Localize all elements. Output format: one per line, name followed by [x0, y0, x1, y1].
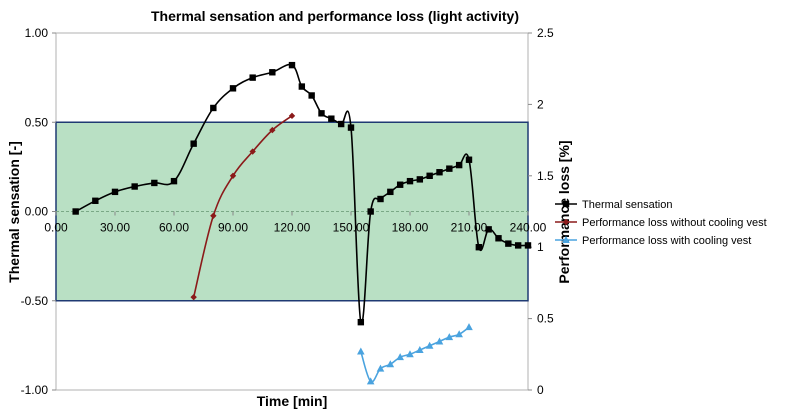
- y2-tick-label: 1.5: [537, 169, 554, 183]
- data-point: [72, 208, 79, 215]
- y-axis-label: Thermal sensation [-]: [6, 141, 22, 283]
- data-point: [495, 235, 502, 242]
- y2-tick-label: 2.5: [537, 26, 554, 40]
- x-tick-label: 120.00: [274, 221, 311, 235]
- data-point: [337, 120, 345, 128]
- data-point: [416, 346, 424, 354]
- x-tick-label: 240.00: [510, 221, 547, 235]
- x-tick-label: 180.00: [392, 221, 429, 235]
- y-tick-label: 1.00: [25, 26, 49, 40]
- data-point: [435, 337, 444, 345]
- data-point: [347, 124, 355, 131]
- data-point: [298, 83, 306, 90]
- y-tick-label: -1.00: [21, 383, 49, 397]
- data-point: [357, 347, 365, 355]
- data-point: [396, 353, 404, 361]
- data-point: [446, 165, 453, 172]
- x-tick-label: 30.00: [100, 221, 130, 235]
- data-point: [269, 69, 276, 76]
- legend-marker: [562, 236, 570, 243]
- y-tick-label: 0.50: [25, 115, 49, 129]
- legend-label: Performance loss without cooling vest: [582, 217, 767, 229]
- data-point: [445, 333, 454, 341]
- data-point: [170, 177, 178, 185]
- chart-title: Thermal sensation and performance loss (…: [151, 8, 519, 24]
- data-point: [475, 244, 483, 251]
- data-point: [249, 148, 256, 155]
- data-point: [288, 61, 296, 69]
- axes-ticks: 1.000.500.00-0.50-1.002.521.510.500.00 30…: [21, 26, 554, 397]
- y2-tick-label: 0.5: [537, 312, 554, 326]
- data-point: [367, 208, 374, 215]
- y2-axis-label: Performance loss [%]: [556, 140, 572, 283]
- data-point: [210, 212, 217, 219]
- data-point: [514, 242, 522, 249]
- y-tick-label: -0.50: [21, 294, 49, 308]
- x-tick-label: 150.00: [333, 221, 370, 235]
- data-point: [190, 293, 197, 301]
- data-point: [387, 188, 394, 196]
- data-point: [396, 181, 404, 188]
- y2-tick-label: 2: [537, 97, 544, 111]
- legend-item: Performance loss with cooling vest: [555, 235, 751, 247]
- series-layer: [72, 61, 532, 385]
- data-point: [465, 323, 473, 331]
- data-point: [455, 330, 463, 338]
- data-point: [229, 172, 237, 179]
- legend-marker: [562, 218, 570, 226]
- x-axis-label: Time [min]: [257, 393, 328, 409]
- data-point: [386, 360, 395, 368]
- legend-item: Thermal sensation: [555, 199, 673, 211]
- series-3: [357, 323, 473, 385]
- data-point: [111, 188, 119, 196]
- data-point: [505, 240, 512, 247]
- data-point: [376, 364, 385, 372]
- data-point: [406, 177, 414, 185]
- data-point: [406, 350, 414, 358]
- legend-label: Performance loss with cooling vest: [582, 235, 751, 247]
- data-point: [377, 195, 384, 203]
- data-point: [190, 140, 197, 147]
- data-point: [328, 115, 335, 122]
- x-tick-label: 210.00: [451, 221, 488, 235]
- data-point: [416, 176, 424, 183]
- series-1: [72, 61, 532, 326]
- data-point: [269, 126, 276, 134]
- y2-tick-label: 1: [537, 240, 544, 254]
- data-point: [426, 172, 433, 179]
- series-2: [190, 112, 296, 301]
- data-point: [229, 85, 237, 92]
- legend-item: Performance loss without cooling vest: [555, 217, 767, 229]
- data-point: [288, 112, 296, 120]
- data-point: [151, 179, 158, 187]
- x-tick-label: 60.00: [159, 221, 189, 235]
- data-point: [455, 161, 463, 169]
- x-tick-label: 0.00: [44, 221, 68, 235]
- y-tick-label: 0.00: [25, 205, 49, 219]
- data-point: [308, 92, 315, 99]
- data-point: [436, 169, 443, 176]
- data-point: [92, 197, 99, 204]
- y2-tick-label: 0: [537, 383, 544, 397]
- legend-label: Thermal sensation: [582, 199, 673, 211]
- data-point: [425, 341, 434, 349]
- x-tick-label: 90.00: [218, 221, 248, 235]
- data-point: [249, 74, 256, 81]
- data-point: [131, 183, 138, 190]
- data-point: [524, 242, 532, 249]
- data-point: [485, 226, 492, 233]
- data-point: [210, 104, 217, 112]
- data-point: [366, 377, 375, 385]
- data-point: [357, 318, 365, 326]
- data-point: [318, 110, 325, 117]
- data-point: [465, 156, 473, 163]
- legend: Thermal sensation Performance loss withou…: [555, 199, 767, 247]
- legend-marker: [562, 200, 570, 208]
